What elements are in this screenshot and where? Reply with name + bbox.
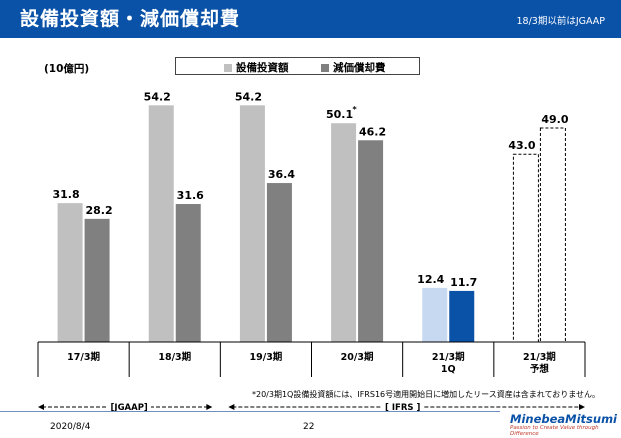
- period-line-ifrs-arrow-left: [228, 404, 235, 410]
- bar-depreciation: [358, 140, 384, 342]
- footer-date: 2020/8/4: [50, 422, 91, 432]
- data-label-capex: 43.0: [508, 139, 535, 152]
- data-label-capex: 54.2: [144, 90, 171, 103]
- category-label: 21/3期: [432, 351, 465, 363]
- data-label-capex: 31.8: [53, 188, 80, 201]
- legend-swatch-depreciation: [321, 63, 329, 72]
- gaap-note: 18/3期以前はJGAAP: [516, 16, 606, 27]
- page-number: 22: [303, 422, 315, 432]
- legend-item-capex: 設備投資額: [224, 60, 289, 75]
- company-logo: MinebeaMitsumi Passion to Create Value t…: [510, 412, 621, 437]
- category-label: 1Q: [441, 364, 456, 375]
- bar-depreciation: [84, 218, 110, 342]
- period-line-jgaap-arrow-right: [206, 404, 213, 410]
- bar-capex: [512, 153, 539, 343]
- chart-legend: 設備投資額 減価償却費: [175, 57, 420, 75]
- data-label-depreciation: 11.7: [450, 276, 477, 289]
- category-label: 17/3期: [67, 351, 100, 363]
- data-label-depreciation: 28.2: [86, 204, 113, 217]
- data-label-depreciation: 46.2: [359, 125, 386, 138]
- bar-capex: [422, 287, 448, 342]
- period-line-ifrs-arrow-right: [579, 404, 585, 410]
- footer-divider: [0, 411, 500, 412]
- header-bar: 設備投資額・減価償却費 18/3期以前はJGAAP: [0, 0, 621, 38]
- category-label: 20/3期: [341, 351, 374, 363]
- category-label: 19/3期: [250, 351, 283, 363]
- period-line-jgaap-arrow-left: [38, 404, 44, 410]
- bar-capex: [57, 203, 83, 342]
- legend-label-depreciation: 減価償却費: [333, 62, 386, 74]
- period-label-ifrs: [ IFRS ]: [385, 403, 420, 413]
- data-label-capex: 50.1: [326, 108, 353, 121]
- legend-item-depreciation: 減価償却費: [321, 60, 386, 75]
- annotation-marker: *: [352, 105, 357, 114]
- bar-capex: [331, 123, 357, 342]
- legend-label-capex: 設備投資額: [236, 62, 289, 74]
- logo-name: MinebeaMitsumi: [510, 412, 618, 426]
- logo-tagline: Passion to Create Value through Differen…: [510, 425, 599, 437]
- bar-depreciation: [539, 127, 566, 343]
- unit-label: (10億円): [44, 63, 90, 75]
- bar-depreciation: [175, 204, 201, 342]
- data-label-depreciation: 31.6: [177, 189, 204, 202]
- data-label-depreciation: 36.4: [268, 168, 295, 181]
- category-label: 予想: [530, 363, 550, 375]
- bar-capex: [148, 105, 174, 343]
- page-title: 設備投資額・減価償却費: [20, 8, 241, 30]
- legend-swatch-capex: [224, 63, 232, 72]
- data-label-capex: 12.4: [417, 273, 444, 286]
- category-label: 21/3期: [523, 351, 556, 363]
- bar-capex: [239, 105, 265, 343]
- category-label: 18/3期: [158, 351, 191, 363]
- footnote: *20/3期1Q設備投資額には、IFRS16号適用開始日に増加したリース資産は含…: [252, 390, 601, 399]
- bar-depreciation: [266, 183, 292, 342]
- bar-depreciation: [449, 290, 475, 342]
- period-label-jgaap: [JGAAP]: [111, 403, 148, 413]
- data-label-depreciation: 49.0: [541, 113, 568, 126]
- data-label-capex: 54.2: [235, 90, 262, 103]
